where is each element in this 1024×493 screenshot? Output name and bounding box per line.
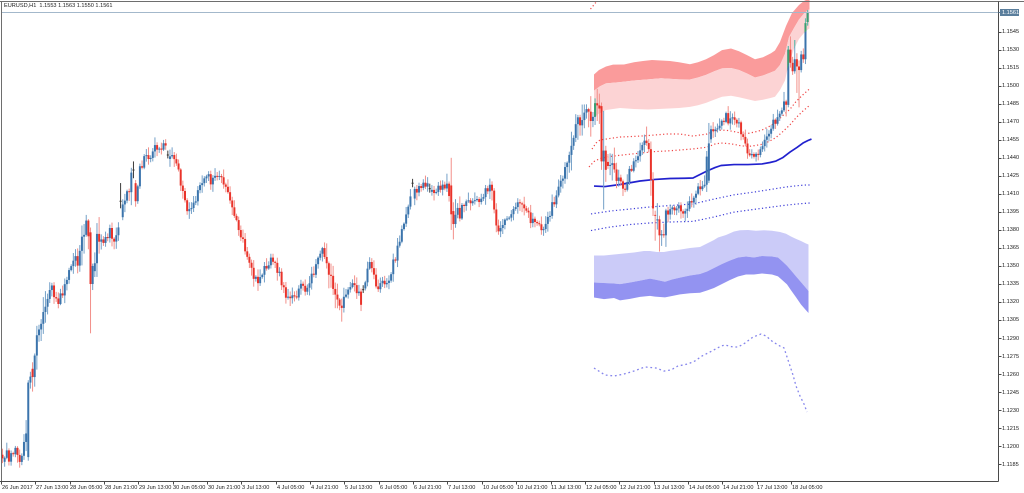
price-axis-label: 1.1335 <box>1002 280 1020 287</box>
price-axis-label: 1.1410 <box>1002 190 1020 197</box>
price-axis-label: 1.1275 <box>1002 352 1020 359</box>
time-axis-label: 14 Jul 21:00 <box>723 484 754 491</box>
time-axis-label: 14 Jul 05:00 <box>688 484 720 491</box>
price-axis-label: 1.1455 <box>1002 136 1020 143</box>
time-axis-label: 26 Jun 2017 <box>1 484 33 491</box>
price-axis-label: 1.1350 <box>1002 262 1020 269</box>
price-axis-label: 1.1395 <box>1002 208 1020 215</box>
price-axis-label: 1.1260 <box>1002 370 1020 377</box>
time-axis-label: 30 Jun 21:00 <box>207 484 241 491</box>
current-price-label: 1.1561 <box>1000 9 1019 16</box>
price-axis-label: 1.1305 <box>1002 316 1020 323</box>
price-axis-label: 1.1185 <box>1002 461 1019 468</box>
price-axis-label: 1.1515 <box>1002 64 1020 71</box>
price-axis-label: 1.1425 <box>1002 172 1020 179</box>
time-axis-label: 28 Jun 05:00 <box>70 484 103 491</box>
price-axis-label: 1.1500 <box>1002 82 1020 89</box>
price-axis-label: 1.1245 <box>1002 388 1020 395</box>
price-axis-label: 1.1200 <box>1002 442 1020 449</box>
price-axis-label: 1.1290 <box>1002 334 1020 341</box>
time-axis-label: 10 Jul 05:00 <box>482 484 514 491</box>
time-axis-label: 10 Jul 21:00 <box>516 484 548 491</box>
time-axis-label: 30 Jun 05:00 <box>173 484 206 491</box>
price-axis-label: 1.1545 <box>1002 28 1020 35</box>
price-axis-label: 1.1440 <box>1002 154 1020 161</box>
price-axis-label: 1.1485 <box>1002 100 1020 107</box>
price-axis-label: 1.1230 <box>1002 406 1020 413</box>
price-axis-label: 1.1530 <box>1002 46 1020 53</box>
price-axis-label: 1.1215 <box>1002 424 1020 431</box>
chart-title: EURUSD,H1 1.1553 1.1563 1.1550 1.1561 <box>4 2 113 9</box>
time-axis-label: 18 Jul 05:00 <box>791 484 823 491</box>
time-axis-label: 5 Jul 13:00 <box>345 484 373 491</box>
price-axis-label: 1.1320 <box>1002 298 1020 305</box>
time-axis-label: 28 Jun 21:00 <box>104 484 138 491</box>
time-axis-label: 6 Jul 21:00 <box>413 484 442 491</box>
time-axis-label: 12 Jul 21:00 <box>620 484 651 491</box>
time-axis-label: 29 Jun 13:00 <box>139 484 172 491</box>
price-axis-label: 1.1470 <box>1002 118 1020 125</box>
time-axis-label: 12 Jul 05:00 <box>585 484 617 491</box>
time-axis-label: 11 Jul 13:00 <box>551 484 582 491</box>
time-axis-label: 3 Jul 13:00 <box>242 484 270 491</box>
time-axis-label: 13 Jul 13:00 <box>654 484 685 491</box>
price-axis-label: 1.1380 <box>1002 226 1020 233</box>
time-axis-label: 7 Jul 13:00 <box>448 484 476 491</box>
price-axis-label: 1.1365 <box>1002 244 1020 251</box>
time-axis-label: 6 Jul 05:00 <box>379 484 407 491</box>
current-price-value: 1.1561 <box>1001 9 1019 16</box>
time-axis-label: 27 Jun 13:00 <box>36 484 69 491</box>
time-axis-label: 17 Jul 13:00 <box>757 484 788 491</box>
time-axis-label: 4 Jul 05:00 <box>276 484 304 491</box>
time-axis-label: 4 Jul 21:00 <box>310 484 339 491</box>
